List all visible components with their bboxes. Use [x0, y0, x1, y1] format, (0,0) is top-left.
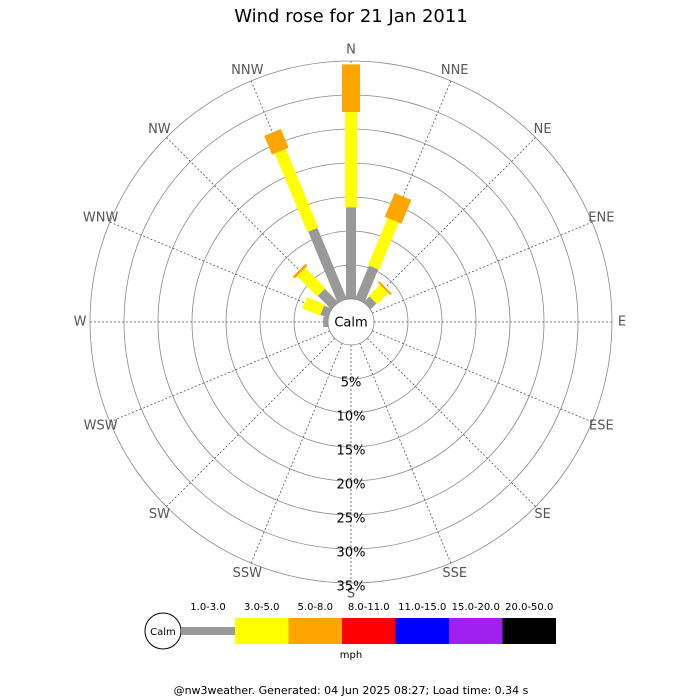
legend-swatch [449, 618, 503, 644]
direction-label: WSW [84, 419, 118, 434]
direction-label: WNW [83, 210, 119, 225]
legend-label: 20.0-50.0 [505, 602, 553, 613]
direction-label: S [347, 587, 355, 602]
radial-tick-label: 20% [337, 478, 366, 493]
direction-label: NW [148, 122, 171, 137]
legend-label: 15.0-20.0 [452, 602, 500, 613]
bar-segment [368, 218, 399, 270]
bar-segment [384, 193, 412, 224]
bar-segment [342, 64, 360, 112]
bar-segment [296, 267, 326, 297]
bar-segment [308, 227, 347, 303]
direction-label: SSW [233, 566, 263, 581]
direction-label: SW [149, 507, 170, 522]
chart-title: Wind rose for 21 Jan 2011 [234, 6, 468, 27]
legend-swatch [235, 618, 289, 644]
bar-segment [292, 263, 308, 279]
legend-label: 5.0-8.0 [298, 602, 333, 613]
direction-label: NNW [231, 63, 263, 78]
legend-label: 11.0-15.0 [398, 602, 446, 613]
legend-swatch [395, 618, 449, 644]
legend-swatch [342, 618, 396, 644]
radial-tick-label: 25% [337, 512, 366, 527]
bar-segment [377, 281, 392, 296]
bar-segment [363, 296, 377, 310]
radial-tick-label: 5% [341, 376, 362, 391]
bar-segment [323, 317, 328, 327]
direction-label: ENE [588, 210, 614, 225]
legend-swatch [181, 627, 235, 635]
bar-segment [346, 207, 356, 299]
bar-segment [274, 148, 319, 233]
direction-label: NNE [441, 63, 469, 78]
radial-tick-label: 30% [337, 546, 366, 561]
direction-label: NE [534, 122, 552, 137]
legend-label: 3.0-5.0 [244, 602, 279, 613]
direction-label: SSE [442, 566, 467, 581]
legend-calm-label: Calm [150, 627, 176, 638]
direction-label: W [74, 315, 87, 330]
direction-label: E [618, 315, 626, 330]
bar-segment [355, 265, 379, 303]
direction-label: SE [534, 507, 550, 522]
radial-tick-label: 35% [337, 580, 366, 595]
radial-tick-label: 10% [337, 410, 366, 425]
radial-tick-label: 15% [337, 444, 366, 459]
bar-segment [368, 284, 389, 305]
legend-swatch [288, 618, 342, 644]
bar-segment [264, 128, 289, 155]
calm-label: Calm [334, 316, 367, 331]
legend-label: 8.0-11.0 [348, 602, 390, 613]
direction-label: N [346, 43, 356, 58]
bar-segment [302, 297, 325, 316]
legend-unit: mph [340, 650, 362, 661]
legend: Calm 1.0-3.0 3.0-5.0 5.0-8.0 8.0-11.0 11.0-15… [144, 602, 556, 661]
direction-label: ESE [589, 419, 614, 434]
calm-circle [327, 298, 375, 346]
legend-label: 1.0-3.0 [190, 602, 225, 613]
bar-segment [317, 288, 339, 310]
bar-segment [345, 112, 357, 208]
legend-swatch [502, 618, 556, 644]
footer: @nw3weather. Generated: 04 Jun 2025 08:2… [174, 684, 529, 697]
